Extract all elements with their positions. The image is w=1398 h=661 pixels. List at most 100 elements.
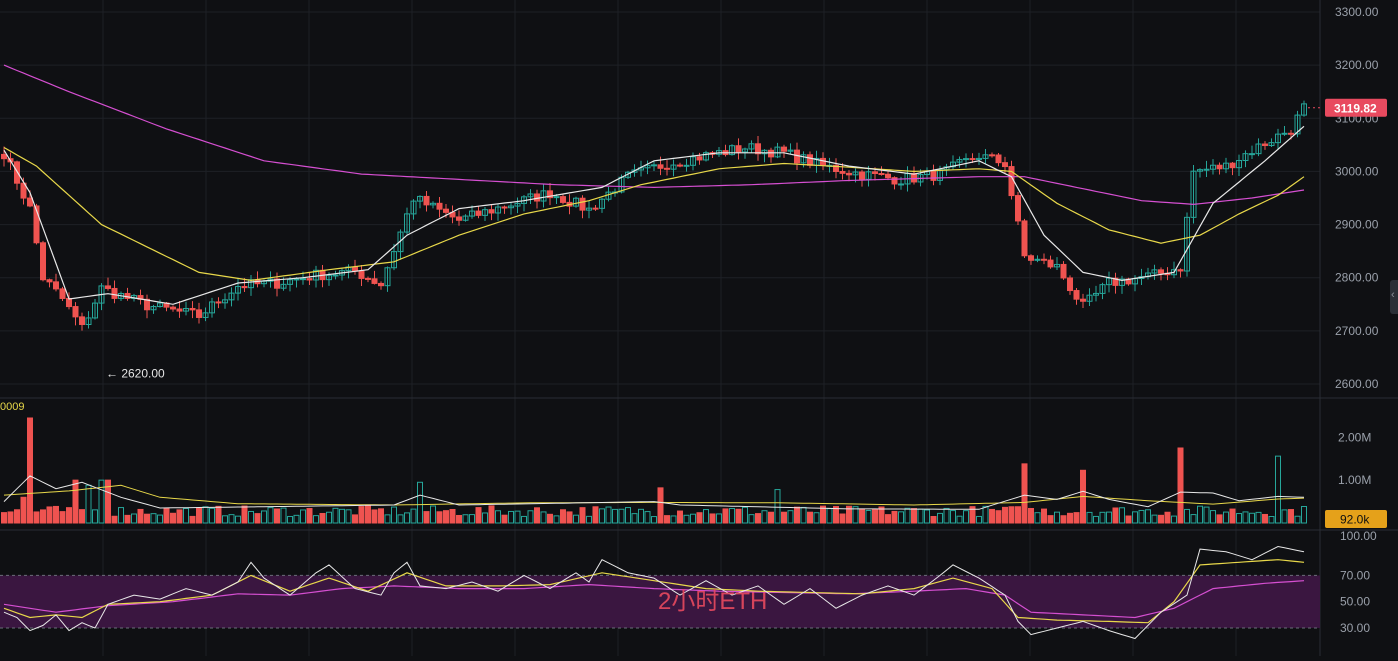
candle-body [391,251,397,269]
volume-bar [40,509,46,524]
candle-body [878,173,885,176]
volume-bar [761,510,768,524]
candle-body [378,282,384,287]
volume-bar [326,511,332,524]
volume-bar [404,512,410,524]
candle-body [1177,269,1184,272]
volume-bar [618,508,625,524]
candle-body [696,156,703,161]
candle-body [573,197,579,207]
scroll-handle[interactable]: ‹ [1390,280,1398,314]
volume-bar [1112,507,1119,524]
rsi-axis-tick-label: 30.00 [1340,621,1370,635]
volume-bar [183,507,189,524]
candle-body [657,164,664,169]
candle-body [540,190,547,202]
candle-body [553,196,560,199]
candle-body [885,173,891,179]
volume-bar [1268,515,1275,524]
candle-body [157,302,163,308]
candle-body [1041,258,1047,261]
candle-body [956,158,963,163]
volume-bar [995,510,1002,524]
candle-body [833,164,839,173]
volume-bar [371,509,378,524]
candle-body [235,286,241,294]
candle-body [508,205,514,209]
volume-axis-tick-label: 2.00M [1338,430,1371,444]
volume-bar [521,515,527,524]
volume-bar [1138,509,1145,524]
volume-bar [1177,447,1184,524]
volume-bar [696,512,703,524]
candle-body [644,164,651,169]
candle-body [592,207,599,210]
candle-body [787,149,794,152]
candle-body [313,269,319,281]
volume-bar [924,509,930,524]
volume-bar [1281,509,1288,524]
price-axis-tick-label: 2800.00 [1335,271,1379,285]
volume-bar [774,489,781,524]
volume-bar [1197,505,1203,524]
candle-body [774,146,781,158]
volume-bar [716,513,722,524]
volume-bar [1236,513,1242,524]
volume-bar [547,513,553,524]
candle-body [755,143,761,155]
candle-body [371,278,378,284]
candle-body [761,149,768,155]
volume-bar [456,514,462,524]
volume-bar [1015,506,1021,524]
volume-bar [124,514,131,524]
volume-bar [573,514,579,524]
volume-bar [1028,507,1034,524]
candle-body [280,283,287,289]
volume-bar [742,506,748,524]
volume-bar [930,516,937,524]
candle-body [651,164,657,167]
volume-bar [384,514,391,524]
candle-body [800,154,807,164]
price-axis-tick-label: 2700.00 [1335,324,1379,338]
volume-bar [846,505,852,524]
volume-bar [1067,512,1073,524]
rsi-axis-tick-label: 100.00 [1340,529,1377,543]
volume-bar [937,512,943,524]
candle-body [1054,263,1060,268]
volume-bar [319,512,326,524]
candle-body [1028,255,1034,261]
candle-body [397,231,404,253]
candle-body [189,308,196,311]
volume-bar [859,508,865,524]
volume-bar [677,510,683,524]
volume-bar [1158,514,1164,524]
candle-body [911,173,917,183]
candle-body [222,299,228,304]
volume-bar [651,516,657,524]
volume-bar [1132,511,1138,524]
candle-body [599,198,605,209]
candle-body [852,171,859,176]
candle-body [111,287,118,299]
candle-body [560,196,566,203]
candle-body [872,171,878,175]
volume-bar [794,506,800,524]
candles [1,100,1307,331]
volume-bar [865,509,872,524]
volume-bar [748,514,755,524]
candle-body [1073,290,1080,300]
volume-bar [436,511,443,524]
candle-body [456,216,462,221]
volume-bar [1171,515,1177,524]
price-axis-tick-label: 3200.00 [1335,58,1379,72]
volume-legend-value: 0009 [0,401,24,413]
candle-body [1268,142,1275,147]
volume-bar [1184,508,1190,524]
volume-bar [1002,506,1008,524]
candle-body [170,306,176,310]
volume-bar [891,510,898,524]
volume-bar [703,509,709,524]
price-axis-tick-label: 2900.00 [1335,218,1379,232]
